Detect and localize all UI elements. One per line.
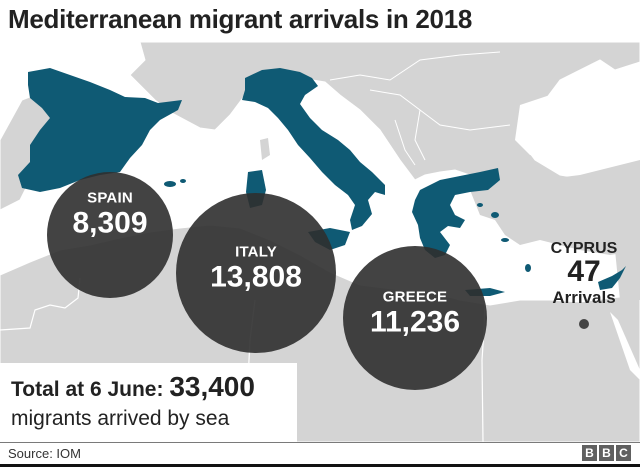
total-line: Total at 6 June: 33,400 <box>11 371 255 403</box>
total-label: Total at 6 June: <box>11 378 164 401</box>
cyprus-marker-dot <box>579 319 589 329</box>
bbc-logo: B B C <box>582 445 631 461</box>
italy-bubble <box>176 193 336 353</box>
total-value: 33,400 <box>169 371 255 402</box>
spain-bubble <box>47 172 173 298</box>
italy-label: ITALY 13,808 <box>210 244 302 293</box>
greece-value: 11,236 <box>369 305 461 339</box>
spain-label: SPAIN 8,309 <box>72 190 147 239</box>
greece-bubble <box>343 246 487 390</box>
spain-name: SPAIN <box>87 189 133 207</box>
cyprus-label: CYPRUS 47 Arrivals <box>551 240 618 308</box>
bottom-divider <box>0 464 640 467</box>
red-sea <box>610 312 640 380</box>
greece-name: GREECE <box>382 288 448 306</box>
spain-value: 8,309 <box>72 206 148 240</box>
black-sea <box>515 72 640 160</box>
page-title: Mediterranean migrant arrivals in 2018 <box>8 4 473 34</box>
corsica-shape <box>260 138 270 160</box>
cyprus-value: 47 <box>567 255 601 288</box>
greece-shape <box>412 168 500 258</box>
cyprus-shape <box>598 266 626 290</box>
mediterranean-map <box>0 40 640 442</box>
bbc-logo-letter: B <box>599 445 614 461</box>
source-text: Source: IOM <box>8 446 81 461</box>
spain-shape <box>18 68 182 192</box>
total-box: Total at 6 June: 33,400 migrants arrived… <box>0 363 297 443</box>
cyprus-unit: Arrivals <box>552 288 616 307</box>
total-caption: migrants arrived by sea <box>11 407 230 430</box>
balearic-islands <box>164 181 176 187</box>
levant-land <box>615 248 640 300</box>
italy-shape <box>242 68 385 230</box>
turkey-land <box>470 160 640 255</box>
footer-divider <box>0 442 640 443</box>
bbc-logo-letter: C <box>616 445 631 461</box>
italy-value: 13,808 <box>210 260 302 294</box>
border-line <box>0 277 81 331</box>
italy-name: ITALY <box>235 243 277 261</box>
greece-label: GREECE 11,236 <box>370 289 460 338</box>
bbc-logo-letter: B <box>582 445 597 461</box>
cyprus-name: CYPRUS <box>550 240 618 257</box>
